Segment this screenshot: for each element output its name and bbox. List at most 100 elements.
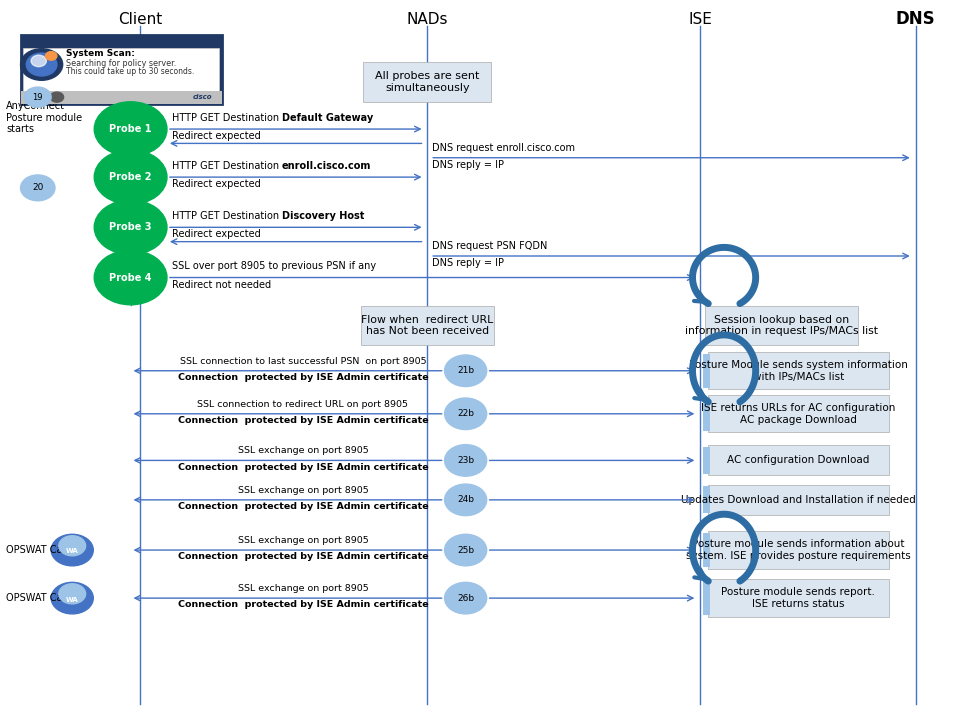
Text: 26b: 26b — [457, 593, 474, 603]
Circle shape — [45, 52, 57, 60]
Text: Connection  protected by ISE Admin certificate: Connection protected by ISE Admin certif… — [178, 502, 428, 511]
Circle shape — [444, 398, 487, 430]
Text: Posture module sends report.
ISE returns status: Posture module sends report. ISE returns… — [721, 588, 876, 609]
Circle shape — [444, 445, 487, 476]
Circle shape — [444, 582, 487, 614]
Text: SSL connection to redirect URL on port 8905: SSL connection to redirect URL on port 8… — [198, 400, 408, 409]
Text: Searching for policy server.: Searching for policy server. — [66, 58, 177, 68]
FancyBboxPatch shape — [703, 447, 709, 474]
Text: AnyConnect
Posture module
starts: AnyConnect Posture module starts — [6, 101, 83, 134]
Text: 20: 20 — [32, 184, 43, 192]
Text: AC configuration Download: AC configuration Download — [727, 456, 870, 465]
Text: Default Gateway: Default Gateway — [282, 112, 373, 122]
Text: Probe 3: Probe 3 — [109, 222, 152, 233]
Text: NADs: NADs — [407, 12, 448, 27]
Circle shape — [51, 582, 93, 614]
Text: HTTP GET Destination: HTTP GET Destination — [172, 112, 279, 122]
Text: 21b: 21b — [457, 366, 474, 375]
Circle shape — [94, 200, 167, 255]
Text: Probe 2: Probe 2 — [109, 172, 152, 182]
Circle shape — [51, 534, 93, 566]
FancyBboxPatch shape — [703, 486, 709, 513]
Text: SSL exchange on port 8905: SSL exchange on port 8905 — [237, 536, 369, 545]
Circle shape — [24, 87, 51, 107]
Text: 23b: 23b — [457, 456, 474, 465]
Text: Probe 1: Probe 1 — [109, 124, 152, 134]
Text: 22b: 22b — [457, 409, 474, 418]
Circle shape — [94, 102, 167, 156]
Text: Connection  protected by ISE Admin certificate: Connection protected by ISE Admin certif… — [178, 552, 428, 561]
Text: Connection  protected by ISE Admin certificate: Connection protected by ISE Admin certif… — [178, 373, 428, 382]
Text: DNS reply = IP: DNS reply = IP — [432, 258, 504, 268]
Text: Connection  protected by ISE Admin certificate: Connection protected by ISE Admin certif… — [178, 462, 428, 472]
Text: ISE: ISE — [688, 12, 712, 27]
Circle shape — [94, 251, 167, 305]
Circle shape — [26, 53, 57, 76]
Text: SSL over port 8905 to previous PSN if any: SSL over port 8905 to previous PSN if an… — [172, 261, 376, 271]
Text: Client: Client — [118, 12, 162, 27]
Text: Flow when  redirect URL
has Not been received: Flow when redirect URL has Not been rece… — [361, 315, 493, 336]
Circle shape — [94, 150, 167, 204]
FancyBboxPatch shape — [20, 35, 222, 104]
Text: Connection  protected by ISE Admin certificate: Connection protected by ISE Admin certif… — [178, 600, 428, 609]
Text: Redirect expected: Redirect expected — [172, 179, 260, 189]
Text: WA: WA — [66, 549, 79, 554]
Text: ISE returns URLs for AC configuration
AC package Download: ISE returns URLs for AC configuration AC… — [701, 403, 896, 425]
FancyBboxPatch shape — [52, 541, 92, 572]
FancyBboxPatch shape — [703, 581, 709, 616]
Text: This could take up to 30 seconds.: This could take up to 30 seconds. — [66, 67, 195, 76]
Text: Posture module sends information about
system. ISE provides posture requirements: Posture module sends information about s… — [685, 539, 911, 561]
Circle shape — [444, 355, 487, 387]
FancyBboxPatch shape — [708, 395, 889, 433]
Text: All probes are sent
simultaneously: All probes are sent simultaneously — [375, 71, 480, 92]
Text: OPSWAT Calls: OPSWAT Calls — [6, 593, 73, 603]
FancyBboxPatch shape — [20, 91, 222, 104]
Text: OPSWAT Calls: OPSWAT Calls — [6, 545, 73, 555]
Text: enroll.cisco.com: enroll.cisco.com — [282, 161, 372, 171]
Text: 24b: 24b — [457, 495, 474, 504]
Text: 19: 19 — [33, 93, 43, 102]
Circle shape — [50, 92, 63, 102]
Circle shape — [59, 584, 85, 604]
Text: 25b: 25b — [457, 546, 474, 554]
Circle shape — [444, 484, 487, 516]
Text: System Scan:: System Scan: — [66, 49, 135, 58]
Circle shape — [31, 92, 44, 102]
Text: Probe 4: Probe 4 — [109, 272, 152, 282]
Circle shape — [20, 175, 55, 201]
FancyBboxPatch shape — [703, 397, 709, 431]
Text: Updates Download and Installation if needed: Updates Download and Installation if nee… — [681, 495, 916, 505]
Circle shape — [59, 536, 85, 556]
FancyBboxPatch shape — [706, 306, 857, 345]
Text: SSL exchange on port 8905: SSL exchange on port 8905 — [237, 486, 369, 495]
Text: DNS reply = IP: DNS reply = IP — [432, 160, 504, 170]
FancyBboxPatch shape — [703, 354, 709, 388]
FancyBboxPatch shape — [23, 48, 219, 91]
Text: Discovery Host: Discovery Host — [282, 211, 364, 221]
Text: cisco: cisco — [192, 94, 212, 100]
Text: Session lookup based on
information in request IPs/MACs list: Session lookup based on information in r… — [685, 315, 878, 336]
FancyBboxPatch shape — [363, 62, 492, 102]
FancyBboxPatch shape — [52, 590, 92, 620]
FancyBboxPatch shape — [361, 306, 493, 345]
Text: WA: WA — [66, 597, 79, 603]
Text: SSL connection to last successful PSN  on port 8905: SSL connection to last successful PSN on… — [180, 356, 426, 366]
FancyBboxPatch shape — [708, 531, 889, 569]
Text: Posture Module sends system information
with IPs/MACs list: Posture Module sends system information … — [689, 360, 908, 382]
Text: HTTP GET Destination: HTTP GET Destination — [172, 161, 279, 171]
Text: SSL exchange on port 8905: SSL exchange on port 8905 — [237, 446, 369, 455]
Text: Connection  protected by ISE Admin certificate: Connection protected by ISE Admin certif… — [178, 416, 428, 425]
FancyBboxPatch shape — [708, 352, 889, 390]
Text: Redirect expected: Redirect expected — [172, 230, 260, 240]
FancyBboxPatch shape — [703, 533, 709, 567]
Text: Redirect not needed: Redirect not needed — [172, 279, 271, 289]
FancyBboxPatch shape — [708, 446, 889, 475]
Circle shape — [444, 534, 487, 566]
Text: DNS request enroll.cisco.com: DNS request enroll.cisco.com — [432, 143, 575, 153]
Text: DNS request PSN FQDN: DNS request PSN FQDN — [432, 241, 547, 251]
Text: SSL exchange on port 8905: SSL exchange on port 8905 — [237, 584, 369, 593]
Circle shape — [31, 55, 46, 67]
Text: DNS: DNS — [896, 10, 935, 28]
FancyBboxPatch shape — [708, 485, 889, 515]
Text: HTTP GET Destination: HTTP GET Destination — [172, 211, 279, 221]
